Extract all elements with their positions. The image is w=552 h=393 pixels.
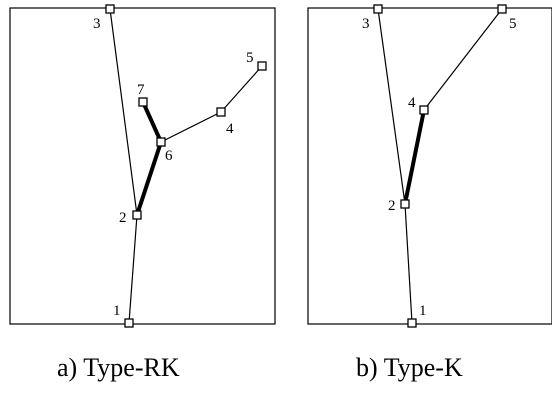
node-3	[105, 4, 115, 14]
edge-2-1	[404, 203, 413, 324]
edge-2-6	[135, 140, 163, 217]
node-2	[132, 210, 142, 220]
node-label: 1	[113, 303, 121, 319]
node-label: 7	[137, 82, 145, 98]
node-label: 2	[119, 210, 127, 226]
edge-2-4	[403, 108, 426, 206]
edge-2-1	[128, 214, 138, 324]
panel-frame-b	[307, 7, 552, 325]
node-label: 3	[93, 16, 101, 32]
caption-b: b) Type-K	[356, 353, 463, 382]
node-label: 2	[388, 198, 396, 214]
node-label: 4	[226, 121, 234, 137]
panel-frame-a	[9, 7, 276, 325]
node-1	[407, 318, 417, 328]
diagram-type-k: 3 5 4 2 1 b) Type-K	[307, 4, 552, 382]
edge-6-7	[141, 100, 163, 144]
edge-6-4	[160, 111, 222, 143]
edge-4-5	[220, 65, 263, 113]
edge-4-5	[423, 8, 503, 111]
caption-a: a) Type-RK	[57, 353, 180, 382]
node-1	[124, 318, 134, 328]
node-2	[400, 199, 410, 209]
node-4	[216, 107, 226, 117]
node-label: 3	[362, 16, 370, 32]
node-6	[156, 137, 166, 147]
node-label: 4	[408, 95, 416, 111]
edge-3-2	[109, 8, 138, 216]
node-5	[257, 61, 267, 71]
node-3	[373, 4, 383, 14]
diagram-type-rk: 3 2 1 6 7 4 5 a) Type-RK	[9, 4, 276, 382]
node-label: 5	[246, 50, 254, 66]
node-label: 5	[509, 16, 517, 32]
node-label: 1	[419, 303, 427, 319]
node-4	[419, 105, 429, 115]
node-label: 6	[165, 148, 173, 164]
edge-3-2	[377, 8, 406, 205]
node-5	[497, 4, 507, 14]
node-7	[138, 97, 148, 107]
